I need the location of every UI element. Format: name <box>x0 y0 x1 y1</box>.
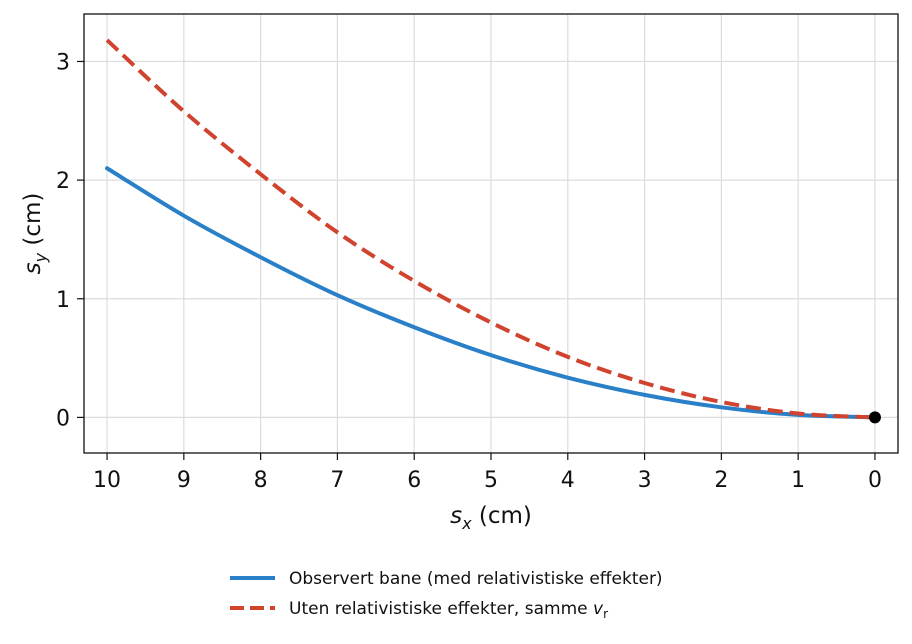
x-axis-label-sub: x <box>461 514 472 533</box>
series-line-nonrelativistic <box>105 38 876 420</box>
x-tick-label: 2 <box>714 468 728 493</box>
series-line-observed <box>105 166 877 420</box>
x-tick-label: 1 <box>791 468 805 493</box>
x-axis-label: sx (cm) <box>450 503 532 533</box>
x-tick-label: 10 <box>93 468 121 493</box>
x-tick-label: 8 <box>254 468 268 493</box>
y-axis-label: sy (cm) <box>20 193 50 275</box>
grid <box>84 14 898 453</box>
series-layer <box>105 38 881 424</box>
y-tick-label: 3 <box>56 50 70 75</box>
legend-label-nonrel-sub: r <box>603 607 608 621</box>
legend-label-observed: Observert bane (med relativistiske effek… <box>289 569 663 589</box>
origin-marker <box>868 411 881 424</box>
x-axis-label-main: s <box>450 503 462 529</box>
x-tick-label: 0 <box>868 468 882 493</box>
x-tick-label: 4 <box>561 468 575 493</box>
x-tick-label: 3 <box>638 468 652 493</box>
y-axis-label-main: s <box>20 262 46 274</box>
legend-label-nonrelativistic: Uten relativistiske effekter, samme vr <box>289 599 608 621</box>
legend: Observert bane (med relativistiske effek… <box>230 569 663 621</box>
y-axis-label-sub: y <box>31 252 50 263</box>
y-axis-label-unit: (cm) <box>20 193 46 253</box>
y-tick-label: 2 <box>56 169 70 194</box>
y-tick-label: 1 <box>56 288 70 313</box>
x-tick-label: 6 <box>407 468 421 493</box>
x-tick-label: 7 <box>330 468 344 493</box>
x-tick-label: 9 <box>177 468 191 493</box>
x-tick-label: 5 <box>484 468 498 493</box>
legend-label-nonrel-var: v <box>593 599 604 619</box>
x-axis-label-unit: (cm) <box>472 503 532 529</box>
legend-label-nonrel-main: Uten relativistiske effekter, samme <box>289 599 593 619</box>
y-tick-label: 0 <box>56 406 70 431</box>
